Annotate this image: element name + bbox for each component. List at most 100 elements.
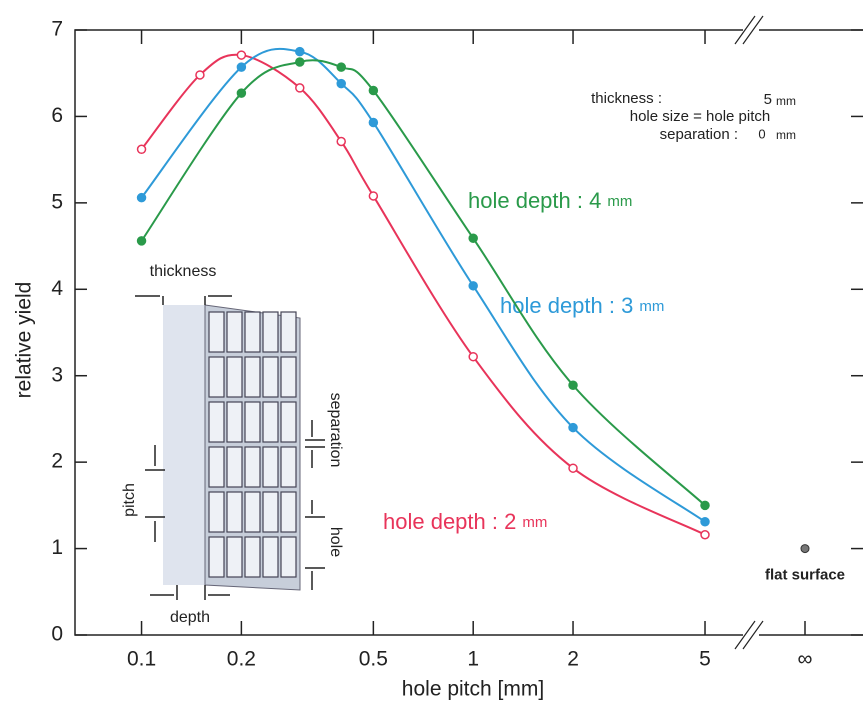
flat-surface-label: flat surface <box>765 567 845 584</box>
inset-diagram: thickness pitch depth separation hole <box>121 263 344 626</box>
note: hole size = hole pitch <box>630 108 771 125</box>
diagram-label: pitch <box>121 483 138 517</box>
data-point <box>336 78 346 89</box>
cell <box>244 491 261 533</box>
cell <box>208 491 225 533</box>
data-point <box>700 529 710 540</box>
series-name: hole depth : 3 <box>500 293 633 318</box>
cell <box>262 536 279 578</box>
axis-break <box>734 15 756 45</box>
flat-surface-point <box>800 544 810 554</box>
cell <box>226 446 243 488</box>
x-tick-label: ∞ <box>798 648 813 671</box>
x-tick-label: 5 <box>699 648 711 671</box>
cell <box>208 401 225 443</box>
series-name: hole depth : 4 <box>468 188 601 213</box>
data-point <box>336 62 346 72</box>
data-point <box>295 57 305 67</box>
data-point <box>368 117 379 128</box>
data-point <box>368 191 379 201</box>
cell <box>262 311 279 353</box>
series-unit: mm <box>639 298 664 315</box>
data-point <box>568 380 578 390</box>
cell <box>280 536 297 578</box>
diagram-label: thickness <box>150 263 217 280</box>
axis-break <box>734 620 756 650</box>
cell <box>244 311 261 353</box>
data-point <box>468 281 478 291</box>
data-point <box>468 351 478 362</box>
data-point <box>136 144 147 155</box>
conditions: thickness : 5 mm hole size = hole pitch … <box>591 90 796 143</box>
data-point <box>568 422 578 433</box>
cell <box>244 356 261 398</box>
data-point <box>336 136 346 147</box>
data-point <box>368 85 379 96</box>
diagram-label: hole <box>327 527 344 557</box>
note: 0 <box>758 126 765 141</box>
cell <box>280 446 297 488</box>
note: separation : <box>660 126 738 143</box>
x-tick-label: 2 <box>567 648 579 671</box>
plot-frame <box>74 29 863 636</box>
cell <box>280 401 297 443</box>
axis-break <box>742 15 764 45</box>
cell <box>244 401 261 443</box>
cell <box>280 356 297 398</box>
cells <box>208 311 297 578</box>
cell <box>226 401 243 443</box>
cell <box>208 536 225 578</box>
y-tick-label: 0 <box>51 623 63 646</box>
x-tick-label: 0.1 <box>127 648 156 671</box>
y-tick-label: 5 <box>51 190 63 213</box>
diagram-label: depth <box>170 609 210 626</box>
y-tick-label: 4 <box>51 277 63 300</box>
cell <box>208 446 225 488</box>
cell <box>226 311 243 353</box>
data-point <box>700 517 710 527</box>
note: thickness : <box>591 90 662 107</box>
data-point <box>195 70 205 80</box>
data-point <box>568 463 578 473</box>
y-tick-label: 6 <box>51 104 63 127</box>
plate-side <box>163 305 205 585</box>
data-point <box>468 233 478 244</box>
series-label: hole depth : 2 mm <box>383 509 547 534</box>
note: 5 <box>764 91 772 108</box>
data-point <box>295 46 305 57</box>
data-point <box>136 192 147 203</box>
x-tick-label: 1 <box>467 648 479 671</box>
cell <box>226 536 243 578</box>
data-point <box>236 62 247 72</box>
cell <box>208 356 225 398</box>
cell <box>280 491 297 533</box>
y-tick-label: 1 <box>51 536 63 559</box>
series-label: hole depth : 3 mm <box>500 293 664 318</box>
data-point <box>236 50 247 60</box>
note: mm <box>776 128 796 142</box>
y-tick-label: 7 <box>51 18 63 41</box>
axis-break <box>743 26 759 34</box>
series-name: hole depth : 2 <box>383 509 516 534</box>
cell <box>226 356 243 398</box>
cell <box>262 356 279 398</box>
series-line <box>140 53 706 536</box>
cell <box>262 491 279 533</box>
x-tick-label: 0.5 <box>359 648 388 671</box>
cell <box>280 311 297 353</box>
y-tick-label: 3 <box>51 363 63 386</box>
x-tick-label: 0.2 <box>227 648 256 671</box>
series-label: hole depth : 4 mm <box>468 188 632 213</box>
axis-break <box>742 620 764 650</box>
cell <box>262 446 279 488</box>
diagram-label: separation <box>327 393 344 468</box>
series-unit: mm <box>522 514 547 531</box>
cell <box>244 536 261 578</box>
cell <box>262 401 279 443</box>
data-point <box>236 88 247 98</box>
data-point <box>136 236 147 246</box>
series-unit: mm <box>607 193 632 210</box>
y-axis-label: relative yield <box>13 282 36 399</box>
axis-break <box>743 631 759 639</box>
data-point <box>700 500 710 511</box>
